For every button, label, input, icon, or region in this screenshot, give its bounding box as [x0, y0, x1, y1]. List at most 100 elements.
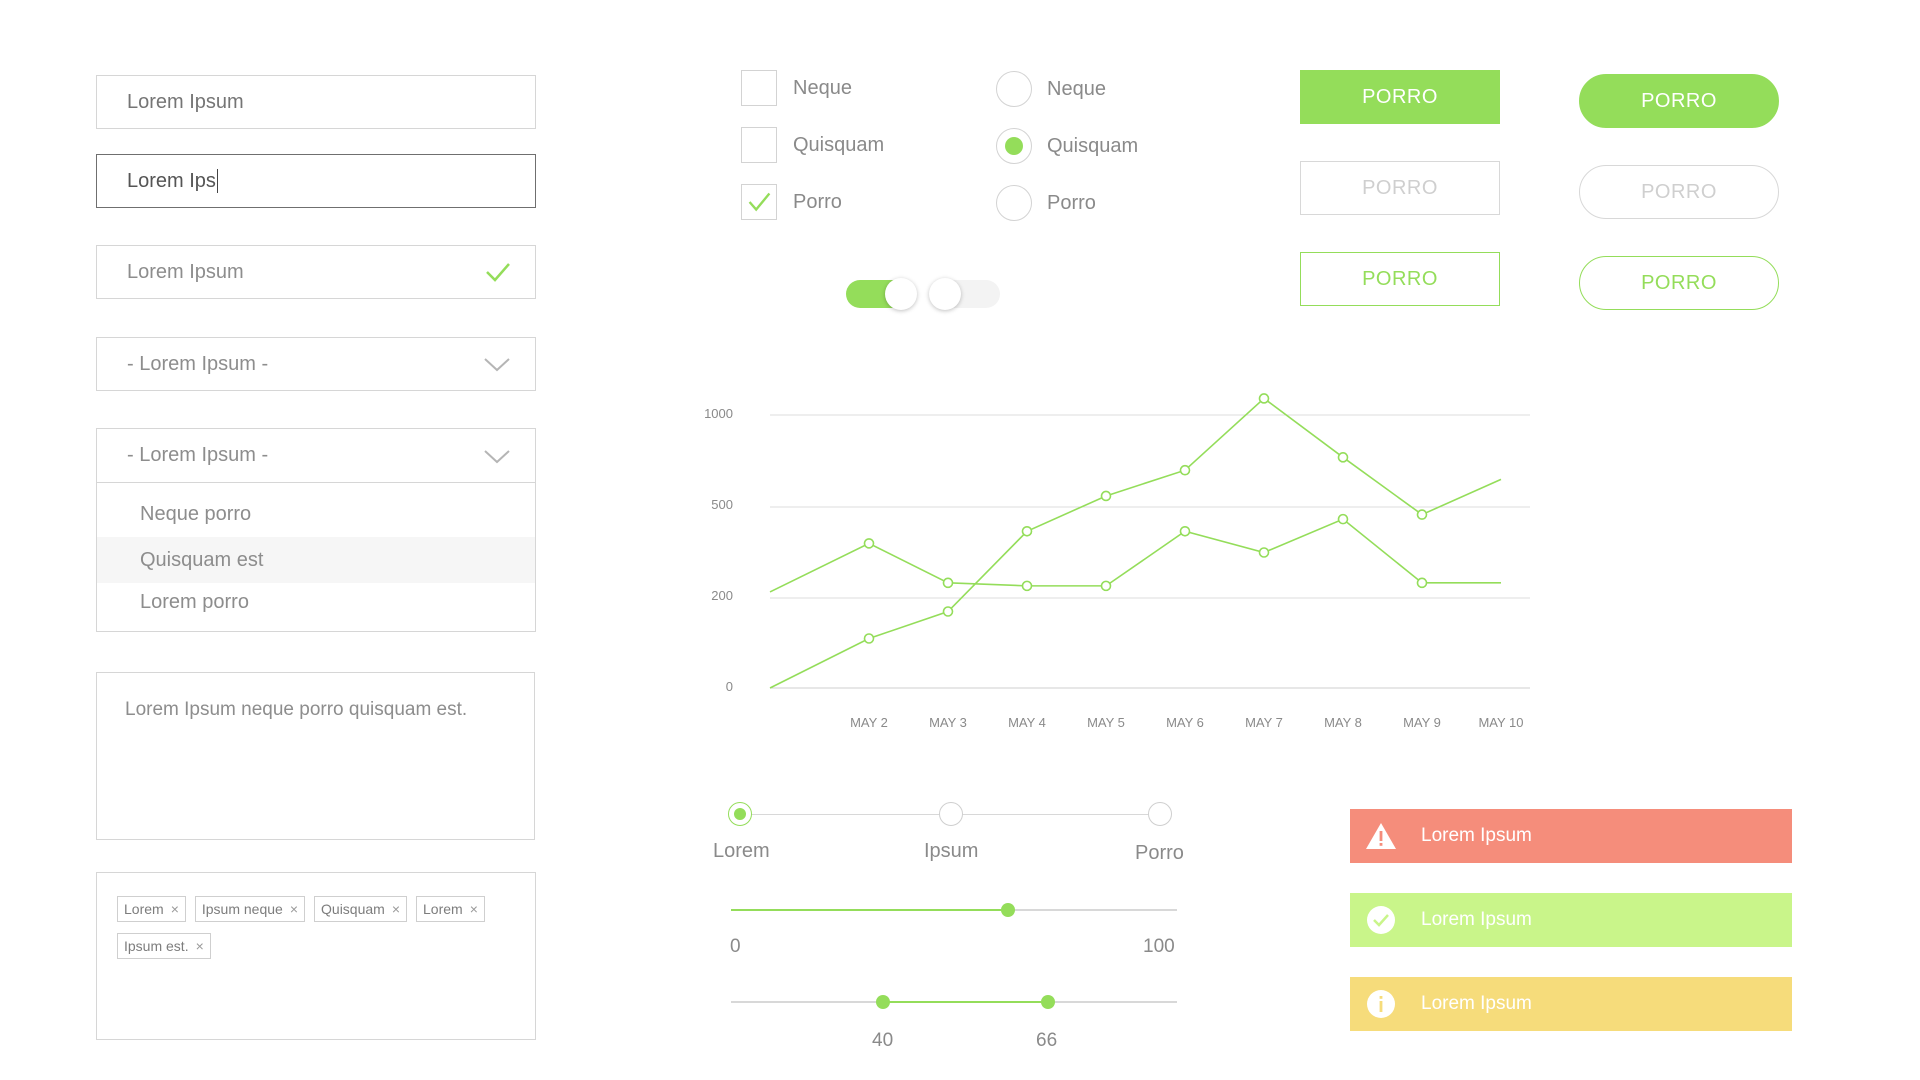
step-circle-active[interactable] [728, 802, 752, 826]
text-input-empty[interactable] [96, 75, 536, 129]
data-point [863, 538, 875, 549]
textarea[interactable]: Lorem Ipsum neque porro quisquam est. [96, 672, 535, 840]
x-tick-label: MAY 8 [1324, 715, 1362, 730]
select-dropdown-open[interactable]: - Lorem Ipsum - Neque porro Quisquam est… [96, 428, 536, 632]
toggle-knob [885, 278, 917, 310]
remove-tag-icon[interactable]: × [170, 901, 179, 917]
checkbox-label: Porro [793, 190, 842, 213]
tag: Ipsum est. × [117, 933, 211, 959]
radio-circle[interactable] [996, 71, 1032, 107]
radio-circle[interactable] [996, 185, 1032, 221]
radio-label: Porro [1047, 191, 1096, 214]
data-point [1416, 577, 1428, 589]
text-input-valid[interactable]: Lorem Ipsum [96, 245, 536, 299]
textarea-value: Lorem Ipsum neque porro quisquam est. [125, 699, 468, 720]
tag: Lorem × [117, 896, 186, 922]
outline-pill-button[interactable]: PORRO [1579, 256, 1779, 310]
chevron-down-icon[interactable] [483, 443, 511, 469]
dropdown-option[interactable]: Lorem porro [140, 590, 249, 613]
range-slider-low-handle[interactable] [876, 995, 890, 1009]
checkbox-porro[interactable]: Porro [741, 184, 842, 220]
data-point [942, 606, 954, 617]
text-caret [216, 169, 219, 193]
remove-tag-icon[interactable]: × [391, 901, 401, 917]
select-dropdown-open-label: - Lorem Ipsum - [127, 444, 269, 466]
data-point [1021, 525, 1033, 537]
checkbox-label: Quisquam [793, 133, 885, 156]
data-point [1179, 464, 1191, 476]
check-icon [748, 192, 771, 212]
step-circle[interactable] [939, 802, 963, 826]
tag-input[interactable]: Lorem × Ipsum neque × Quisquam × Lorem × Ips… [96, 872, 536, 1040]
checkbox-neque[interactable]: Neque [741, 70, 852, 106]
text-input-focused[interactable]: Lorem Ips [96, 154, 536, 208]
checkbox-box[interactable] [741, 70, 777, 106]
tag: Lorem × [416, 896, 485, 922]
x-tick-label: MAY 4 [1008, 715, 1046, 730]
slider-min-label: 0 [730, 936, 741, 957]
disabled-button[interactable]: PORRO [1300, 161, 1500, 215]
remove-tag-icon[interactable]: × [469, 901, 478, 917]
select-dropdown-label: - Lorem Ipsum - [127, 352, 269, 375]
radio-circle-selected[interactable] [996, 128, 1032, 164]
disabled-pill-button[interactable]: PORRO [1579, 165, 1779, 219]
checkbox-box-checked[interactable] [741, 184, 777, 220]
select-dropdown[interactable]: - Lorem Ipsum - [96, 337, 536, 391]
remove-tag-icon[interactable]: × [195, 938, 204, 954]
radio-label: Quisquam [1047, 134, 1139, 157]
dropdown-option[interactable]: Neque porro [140, 502, 252, 525]
tag-label: Ipsum est. [124, 938, 189, 954]
y-tick-label: 0 [725, 679, 733, 694]
chevron-down-icon[interactable] [483, 351, 511, 377]
y-tick-label: 500 [711, 497, 733, 512]
tag-label: Quisquam [321, 901, 385, 917]
radio-quisquam[interactable]: Quisquam [996, 128, 1138, 164]
outline-button[interactable]: PORRO [1300, 252, 1500, 306]
primary-pill-button[interactable]: PORRO [1579, 74, 1779, 128]
alert-text: Lorem Ipsum [1421, 993, 1532, 1014]
check-icon [486, 263, 510, 282]
x-tick-label: MAY 3 [929, 715, 967, 730]
data-point [1337, 513, 1349, 525]
text-input-placeholder[interactable] [127, 90, 467, 114]
step-label: Lorem [713, 840, 770, 862]
radio-label: Neque [1047, 77, 1106, 100]
alert-text: Lorem Ipsum [1421, 825, 1532, 846]
slider-handle[interactable] [1000, 903, 1015, 917]
x-tick-label: MAY 10 [1478, 715, 1524, 730]
data-point [1100, 490, 1112, 502]
tag-label: Lorem [124, 901, 164, 917]
range-slider-high-handle[interactable] [1041, 995, 1055, 1009]
toggle-off[interactable] [929, 278, 1000, 310]
data-point [1021, 580, 1033, 592]
primary-button[interactable]: PORRO [1300, 70, 1500, 124]
slider-max-label: 100 [1143, 936, 1175, 957]
checkbox-quisquam[interactable]: Quisquam [741, 127, 884, 163]
toggle-knob [929, 278, 961, 310]
series-line [769, 397, 1502, 689]
toggle-on[interactable] [846, 278, 917, 310]
data-point [1258, 393, 1270, 404]
dropdown-option-highlighted[interactable]: Quisquam est [97, 537, 535, 583]
remove-tag-icon[interactable]: × [289, 901, 299, 917]
range-high-label: 66 [1036, 1030, 1058, 1051]
tag-label: Ipsum neque [201, 901, 283, 917]
radio-porro[interactable]: Porro [996, 185, 1096, 221]
x-tick-label: MAY 5 [1087, 715, 1125, 730]
step-circle[interactable] [1148, 802, 1172, 826]
radio-dot [1005, 137, 1023, 155]
radio-neque[interactable]: Neque [996, 71, 1106, 107]
chart-series [769, 393, 1502, 689]
step-label: Porro [1135, 842, 1184, 864]
select-dropdown-open-head[interactable]: - Lorem Ipsum - [97, 429, 535, 483]
line-chart [769, 393, 1530, 689]
data-point [863, 633, 875, 644]
x-tick-label: MAY 6 [1166, 715, 1204, 730]
tag-label: Lorem [423, 901, 463, 917]
warning-icon [1366, 823, 1396, 849]
range-slider-fill [883, 1001, 1048, 1003]
y-tick-label: 1000 [704, 406, 733, 421]
checkbox-box[interactable] [741, 127, 777, 163]
x-tick-label: MAY 2 [850, 715, 888, 730]
alert-error: Lorem Ipsum [1350, 809, 1792, 863]
